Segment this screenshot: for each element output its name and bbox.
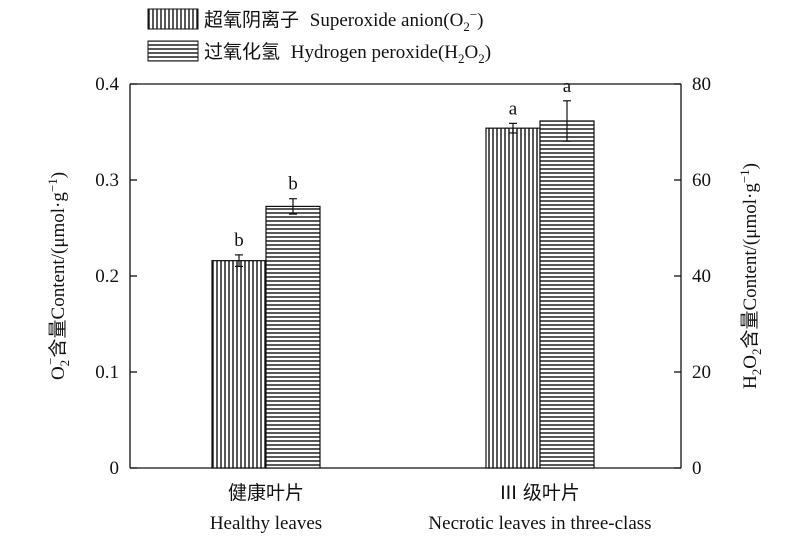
right-tick-label: 40	[692, 266, 711, 287]
right-axis-title-pre: H	[740, 375, 761, 389]
error-bar	[563, 100, 571, 142]
right-axis-title-en: Content/(μmol·g	[740, 183, 761, 311]
significance-label: b	[234, 230, 244, 251]
left-axis-title-pre: O	[48, 366, 69, 380]
x-axis-ticks: 健康叶片 Healthy leaves III 级叶片 Necrotic leaves…	[210, 461, 652, 534]
error-bar	[235, 254, 243, 267]
right-tick-label: 80	[692, 74, 711, 95]
legend-swatch-superoxide	[147, 8, 199, 30]
left-tick-label: 0	[110, 458, 120, 479]
legend-label-superoxide-en: Superoxide anion(O	[310, 10, 464, 31]
right-axis-title: H2O2含量Content/(μmol·g−1)	[737, 163, 764, 389]
left-axis-title: O2−含量Content/(μmol·g−1)	[43, 172, 72, 380]
svg-text:超氧阴离子 Superoxide anion: 超氧阴离子 Superoxide anion(O2−)	[204, 7, 484, 34]
left-axis-title-sub: 2	[57, 360, 72, 367]
legend-label-h2o2-sub2: 2	[478, 51, 485, 66]
right-axis-ticks: 0 20 40 60 80	[674, 74, 711, 479]
legend-label-superoxide-sub: 2	[463, 19, 470, 34]
significance-label: a	[509, 98, 518, 119]
right-axis-title-sub1: 2	[749, 369, 764, 376]
svg-text:过氧化氢 Hydrogen peroxide: 过氧化氢 Hydrogen peroxide(H2O2)	[204, 41, 491, 66]
bar-superoxide	[485, 127, 541, 469]
legend-label-h2o2-en: Hydrogen peroxide(H	[291, 42, 459, 63]
x-tick-label-en: Healthy leaves	[210, 513, 322, 534]
x-tick-label-cn: III 级叶片	[500, 482, 580, 504]
left-axis-ticks: 0 0.1 0.2 0.3 0.4	[95, 74, 137, 479]
right-tick-label: 0	[692, 458, 702, 479]
left-axis-title-cn: 含量	[47, 319, 69, 357]
left-tick-label: 0.1	[95, 362, 119, 383]
legend-label-h2o2-sub1: 2	[458, 51, 465, 66]
right-axis-title-tail: )	[740, 163, 761, 169]
right-tick-label: 20	[692, 362, 711, 383]
significance-label: a	[563, 76, 572, 97]
x-tick-label-cn: 健康叶片	[228, 482, 304, 504]
legend: 超氧阴离子 Superoxide anion(O2−) 过氧化氢 Hydroge…	[147, 7, 491, 66]
left-tick-label: 0.3	[95, 170, 119, 191]
error-bar	[509, 122, 517, 134]
legend-label-superoxide-sup: −	[470, 7, 477, 22]
right-tick-label: 60	[692, 170, 711, 191]
x-tick-label-en: Necrotic leaves in three-class	[428, 513, 651, 534]
legend-item-hydrogen-peroxide: 过氧化氢 Hydrogen peroxide(H2O2)	[147, 40, 491, 66]
bars: b a b a	[211, 76, 595, 469]
right-axis-title-mid: O	[740, 355, 761, 369]
left-tick-label: 0.2	[95, 266, 119, 287]
right-axis-title-exp: −1	[737, 169, 752, 183]
left-axis-title-sup: −	[43, 357, 58, 364]
legend-swatch-hydrogen-peroxide	[147, 40, 199, 62]
bar-superoxide	[211, 260, 267, 469]
bar-hydrogen-peroxide	[539, 120, 595, 469]
bar-hydrogen-peroxide	[265, 205, 321, 469]
left-axis-title-en: Content/(μmol·g	[48, 192, 69, 320]
left-axis-title-exp: −1	[45, 178, 60, 192]
legend-label-superoxide-cn: 超氧阴离子	[204, 9, 299, 31]
error-bar	[289, 198, 297, 215]
significance-label: b	[288, 174, 298, 195]
left-axis-title-tail: )	[48, 172, 69, 178]
left-tick-label: 0.4	[95, 74, 119, 95]
right-axis-title-sub2: 2	[749, 349, 764, 356]
legend-label-h2o2-cn: 过氧化氢	[204, 41, 280, 63]
legend-label-h2o2-mid: O	[465, 42, 479, 63]
legend-label-h2o2-tail: )	[485, 42, 491, 63]
right-axis-title-cn: 含量	[739, 311, 761, 349]
legend-label-superoxide-tail: )	[477, 10, 483, 31]
legend-item-superoxide: 超氧阴离子 Superoxide anion(O2−)	[147, 7, 484, 34]
